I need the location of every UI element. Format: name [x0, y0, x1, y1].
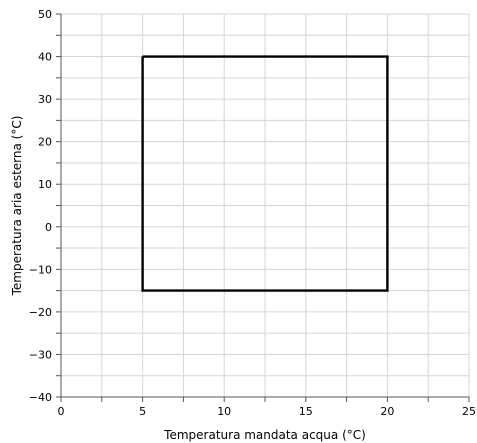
y-tick-label: 40	[38, 51, 52, 64]
y-tick-labels: −40 −30 −20 −10 0 10 20 30 40 50	[29, 8, 52, 404]
y-tick-label: 50	[38, 8, 52, 21]
axes	[56, 13, 470, 402]
x-tick-label: 25	[462, 405, 476, 418]
series	[141, 55, 389, 292]
y-tick-label: 0	[45, 221, 52, 234]
x-tick-label: 10	[217, 405, 231, 418]
x-tick-label: 20	[380, 405, 394, 418]
y-axis-label: Temperatura aria esterna (°C)	[10, 116, 24, 297]
x-tick-label: 15	[299, 405, 313, 418]
envelope-line	[141, 55, 389, 292]
y-tick-label: −10	[29, 263, 52, 276]
y-tick-label: 30	[38, 93, 52, 106]
x-tick-labels: 0 5 10 15 20 25	[58, 405, 477, 418]
y-tick-label: 10	[38, 178, 52, 191]
x-tick-label: 5	[139, 405, 146, 418]
y-tick-label: 20	[38, 136, 52, 149]
y-tick-label: −20	[29, 306, 52, 319]
y-tick-label: −30	[29, 348, 52, 361]
x-axis-label: Temperatura mandata acqua (°C)	[163, 428, 366, 442]
grid	[61, 13, 470, 397]
x-tick-label: 0	[58, 405, 65, 418]
y-tick-label: −40	[29, 391, 52, 404]
